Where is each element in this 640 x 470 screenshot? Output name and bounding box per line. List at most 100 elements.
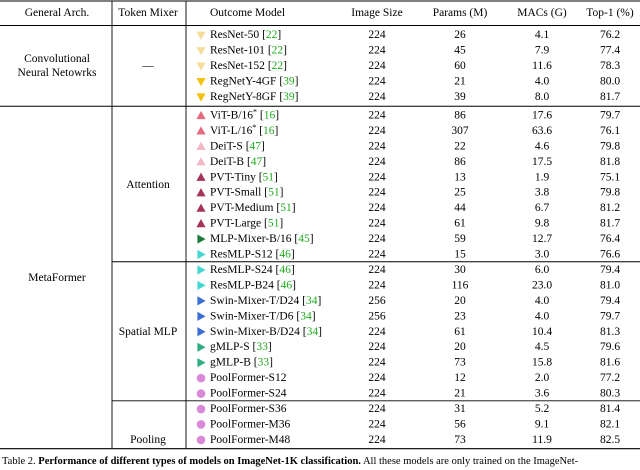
cell-image-size: 224	[368, 202, 386, 214]
marker-tri-up	[196, 203, 206, 212]
cell-image-size: 224	[368, 372, 386, 384]
cell-image-size: 224	[368, 218, 386, 230]
cell-params: 73	[454, 357, 466, 369]
cell-params: 20	[454, 295, 466, 307]
cell-macs: 5.2	[535, 403, 550, 415]
cell-image-size: 224	[368, 403, 386, 415]
cell-image-size: 224	[368, 434, 386, 446]
model-name: ViT-L/16* [16]	[210, 122, 278, 137]
marker-circle	[196, 389, 206, 398]
cell-macs: 6.7	[535, 202, 550, 214]
cell-top1: 82.1	[600, 418, 620, 430]
cell-macs: 17.5	[532, 156, 552, 168]
model-name: MLP-Mixer-B/16 [45]	[210, 233, 314, 245]
cell-top1: 79.8	[600, 140, 620, 152]
cell-params: 116	[452, 279, 469, 291]
model-name: RegNetY-8GF [39]	[210, 91, 299, 103]
cell-macs: 10.4	[532, 326, 552, 338]
marker-tri-up	[196, 172, 206, 181]
cell-params: 44	[454, 202, 466, 214]
cell-image-size: 224	[368, 29, 386, 41]
cell-top1: 76.4	[600, 233, 620, 245]
marker-tri-up	[196, 110, 206, 120]
model-name: PoolFormer-S12	[210, 372, 287, 384]
cell-params: 73	[454, 434, 466, 446]
cell-top1: 77.4	[600, 45, 620, 57]
cell-top1: 81.3	[600, 326, 620, 338]
cell-params: 21	[454, 76, 466, 88]
cell-image-size: 224	[368, 91, 386, 103]
model-name: PVT-Tiny [51]	[210, 171, 278, 183]
marker-tri-down	[196, 62, 206, 71]
model-name: PoolFormer-S24	[210, 388, 287, 400]
cell-image-size: 224	[368, 60, 386, 72]
cell-top1: 81.6	[600, 357, 620, 369]
header-params: Params (M)	[433, 7, 488, 19]
header-image-size: Image Size	[351, 7, 402, 19]
cell-macs: 2.0	[535, 372, 550, 384]
cell-macs: 3.6	[535, 388, 550, 400]
model-name: ResNet-50 [22]	[210, 29, 281, 41]
cell-image-size: 224	[368, 187, 386, 199]
marker-tri-up	[196, 141, 206, 150]
model-name: RegNetY-4GF [39]	[210, 76, 299, 88]
cell-params: 307	[451, 125, 469, 137]
cell-macs: 9.8	[535, 218, 550, 230]
cell-params: 20	[454, 341, 466, 353]
cell-image-size: 224	[368, 156, 386, 168]
cell-macs: 8.0	[535, 91, 550, 103]
cell-macs: 17.6	[532, 109, 552, 121]
cell-image-size: 224	[368, 341, 386, 353]
cell-macs: 7.9	[535, 45, 550, 57]
marker-tri-right	[197, 296, 206, 306]
header-mixer: Token Mixer	[118, 7, 178, 19]
cell-image-size: 224	[368, 76, 386, 88]
cell-macs: 11.6	[532, 60, 552, 72]
model-name: gMLP-S [33]	[210, 341, 272, 353]
cell-macs: 4.0	[535, 76, 550, 88]
cell-macs: 15.8	[532, 357, 552, 369]
cell-params: 26	[454, 29, 466, 41]
arch-label-convolutional: Neural Netowrks	[18, 67, 97, 79]
cell-params: 39	[454, 91, 466, 103]
cell-image-size: 224	[368, 233, 386, 245]
model-name: ResMLP-S24 [46]	[210, 264, 295, 276]
cell-params: 31	[454, 403, 466, 415]
cell-macs: 4.6	[535, 140, 550, 152]
cell-image-size: 256	[368, 295, 386, 307]
model-name: gMLP-B [33]	[210, 357, 273, 369]
header-arch: General Arch.	[25, 7, 90, 19]
caption-label: Table 2.	[2, 456, 36, 467]
marker-tri-down	[196, 77, 206, 87]
cell-params: 59	[454, 233, 466, 245]
cell-image-size: 256	[368, 310, 386, 322]
cell-params: 25	[454, 187, 466, 199]
mixer-label: Pooling	[130, 434, 166, 446]
cell-top1: 79.6	[600, 341, 620, 353]
marker-tri-down	[196, 31, 206, 40]
marker-tri-up	[196, 157, 206, 166]
cell-image-size: 224	[368, 125, 386, 137]
cell-top1: 79.7	[600, 310, 620, 322]
cell-macs: 1.9	[535, 171, 550, 183]
cell-image-size: 224	[368, 140, 386, 152]
model-name: Swin-Mixer-B/D24 [34]	[210, 326, 322, 338]
cell-params: 21	[454, 388, 466, 400]
cell-macs: 9.1	[535, 418, 550, 430]
caption-rest: All these models are only trained on the…	[362, 456, 579, 467]
cell-top1: 81.8	[600, 156, 620, 168]
model-name: PoolFormer-M36	[210, 418, 291, 430]
model-name: ResMLP-S12 [46]	[210, 249, 295, 261]
header-top1: Top-1 (%)	[586, 7, 634, 19]
arch-label-metaformer: MetaFormer	[28, 272, 86, 284]
cell-top1: 79.4	[600, 264, 620, 276]
marker-tri-right	[197, 358, 206, 368]
cell-params: 61	[454, 218, 466, 230]
cell-top1: 81.7	[600, 91, 620, 103]
marker-tri-right	[197, 327, 206, 337]
cell-params: 22	[454, 140, 466, 152]
model-name: DeiT-B [47]	[210, 156, 266, 168]
model-name: ViT-B/16* [16]	[210, 107, 279, 122]
marker-circle	[196, 373, 206, 383]
marker-tri-up	[196, 188, 206, 197]
